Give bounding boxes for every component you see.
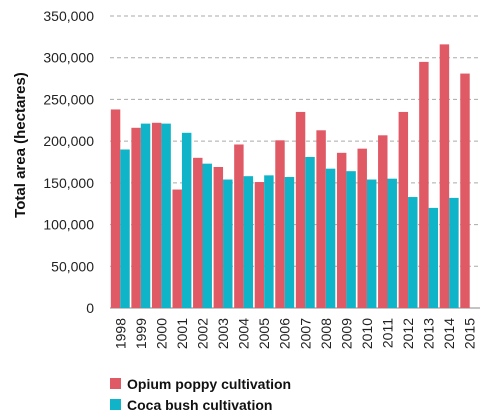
x-tick-label: 2002: [195, 318, 211, 349]
x-tick-label: 2006: [277, 318, 293, 349]
bar-coca-2001: [181, 132, 192, 308]
bar-coca-2000: [161, 123, 171, 308]
bar-opium-2008: [316, 130, 326, 308]
legend-label-opium: Opium poppy cultivation: [127, 375, 292, 392]
bar-opium-2010: [357, 148, 367, 308]
legend: Opium poppy cultivation Coca bush cultiv…: [110, 373, 291, 415]
x-tick-label: 2005: [256, 318, 272, 349]
x-tick-label: 2013: [421, 318, 437, 349]
y-tick-label: 50,000: [51, 258, 94, 274]
x-tick-label: 2008: [318, 318, 334, 349]
bar-opium-2007: [295, 111, 306, 308]
legend-swatch-coca: [110, 399, 121, 410]
y-tick-label: 200,000: [43, 133, 94, 149]
bar-opium-2012: [398, 111, 409, 308]
y-axis-label: Total area (hectares): [12, 72, 29, 218]
y-tick-label: 150,000: [43, 175, 94, 191]
bar-coca-2011: [387, 178, 397, 308]
x-tick-label: 2004: [236, 318, 252, 349]
bar-opium-2014: [439, 44, 450, 308]
bar-opium-1998: [110, 109, 121, 308]
x-tick-label: 2014: [441, 318, 457, 349]
bar-opium-2001: [172, 189, 182, 308]
x-tick-label: 1998: [112, 318, 128, 349]
bar-coca-2007: [305, 156, 315, 308]
bar-opium-2013: [419, 61, 429, 309]
y-tick-label: 0: [86, 300, 94, 316]
x-tick-label: 2001: [174, 318, 190, 349]
bars: [110, 44, 470, 309]
x-tick-label: 2003: [215, 318, 231, 349]
bar-opium-2000: [151, 122, 162, 308]
legend-label-coca: Coca bush cultivation: [127, 396, 273, 413]
bar-opium-2002: [193, 157, 203, 308]
bar-coca-2005: [264, 175, 274, 308]
legend-swatch-opium: [110, 378, 121, 389]
y-tick-label: 350,000: [43, 8, 94, 24]
bar-coca-1998: [120, 149, 130, 308]
gridlines: [110, 15, 480, 309]
y-tick-label: 250,000: [43, 91, 94, 107]
x-tick-label: 2015: [462, 318, 478, 349]
bar-opium-2005: [254, 182, 265, 308]
bar-opium-2004: [234, 144, 244, 308]
x-tick-label: 2012: [400, 318, 416, 349]
bar-coca-2014: [449, 197, 459, 308]
bar-coca-2013: [428, 207, 439, 308]
x-tick-label: 2009: [338, 318, 354, 349]
x-tick-label: 2011: [380, 318, 396, 348]
x-axis-ticks: 1998 1999 2000 2001 2002 2003 2004 2005 2006 2007…: [112, 318, 477, 349]
bar-opium-1999: [131, 127, 141, 309]
bar-coca-1999: [140, 123, 151, 308]
bar-coca-2010: [366, 179, 377, 308]
x-tick-label: 1999: [133, 318, 149, 349]
bar-opium-2009: [336, 152, 347, 308]
bar-coca-2009: [346, 171, 356, 308]
bar-coca-2008: [325, 168, 336, 308]
x-tick-label: 2010: [359, 318, 375, 349]
bar-opium-2011: [378, 135, 388, 308]
bar-opium-2003: [213, 167, 224, 308]
bar-coca-2002: [202, 163, 212, 308]
y-tick-label: 300,000: [43, 50, 94, 66]
bar-opium-2015: [460, 73, 470, 309]
x-tick-label: 2007: [297, 318, 313, 349]
bar-coca-2006: [284, 177, 295, 308]
bar-coca-2012: [408, 197, 418, 308]
bar-opium-2006: [275, 140, 285, 308]
legend-item-opium: Opium poppy cultivation: [110, 373, 291, 394]
bar-coca-2004: [243, 176, 254, 308]
bar-coca-2003: [223, 179, 233, 308]
x-tick-label: 2000: [153, 318, 169, 349]
y-tick-label: 100,000: [43, 217, 94, 233]
y-axis-ticks: 0 50,000 100,000 150,000 200,000 250,000 300,0…: [43, 8, 94, 316]
legend-item-coca: Coca bush cultivation: [110, 394, 291, 415]
